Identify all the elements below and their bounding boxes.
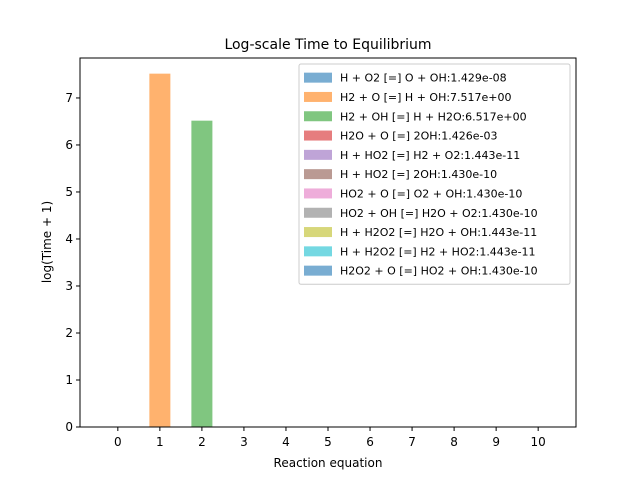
legend-swatch [304,169,332,180]
legend-label: H + H2O2 [=] H2O + OH:1.443e-11 [340,226,537,239]
legend-label: H2O2 + O [=] HO2 + OH:1.430e-10 [340,265,538,278]
legend-label: H + O2 [=] O + OH:1.429e-08 [340,72,507,85]
legend-box [298,63,571,285]
x-tick-label: 1 [156,435,164,449]
legend-swatch [304,207,332,218]
x-tick-label: 3 [240,435,248,449]
x-tick-label: 10 [531,435,546,449]
y-tick-label: 1 [65,373,73,387]
y-tick-label: 2 [65,326,73,340]
x-tick-label: 4 [282,435,290,449]
legend-swatch [304,227,332,238]
legend-label: H + HO2 [=] 2OH:1.430e-10 [340,168,497,181]
y-tick-label: 0 [65,420,73,434]
x-axis-label: Reaction equation [274,456,383,470]
x-tick-label: 9 [492,435,500,449]
legend-label: HO2 + O [=] O2 + OH:1.430e-10 [340,187,522,200]
x-tick-label: 7 [408,435,416,449]
legend-label: H2O + O [=] 2OH:1.426e-03 [340,130,497,143]
y-axis-label: log(Time + 1) [40,201,54,283]
legend-swatch [304,188,332,199]
legend: H + O2 [=] O + OH:1.429e-08 H2 + O [=] H … [298,63,571,285]
plot-frame [79,57,577,428]
legend-label: H2 + O [=] H + OH:7.517e+00 [340,91,512,104]
legend-label: H2 + OH [=] H + H2O:6.517e+00 [340,110,527,123]
legend-swatch [304,130,332,141]
legend-swatch [304,91,332,102]
x-tick-label: 8 [450,435,458,449]
legend-label: HO2 + OH [=] H2O + O2:1.430e-10 [340,207,538,220]
legend-swatch [304,111,332,122]
legend-swatch [304,246,332,257]
legend-label: H + HO2 [=] H2 + O2:1.443e-11 [340,149,520,162]
y-axis: 0 1 2 3 4 5 6 7 [65,91,80,434]
legend-swatch [304,149,332,160]
x-tick-label: 2 [198,435,206,449]
x-axis: 0 1 2 3 4 5 6 7 8 9 10 [114,427,546,449]
x-tick-label: 0 [114,435,122,449]
legend-swatch [304,265,332,276]
chart-title: Log-scale Time to Equilibrium [224,37,431,53]
bar-1 [149,73,171,427]
bar-2 [191,120,213,428]
y-tick-label: 7 [65,91,73,105]
bars-group [149,73,213,428]
y-tick-label: 6 [65,138,73,152]
y-tick-label: 3 [65,279,73,293]
y-tick-label: 5 [65,185,73,199]
y-tick-label: 4 [65,232,73,246]
legend-label: H + H2O2 [=] H2 + HO2:1.443e-11 [340,245,536,258]
x-tick-label: 6 [366,435,374,449]
x-tick-label: 5 [324,435,332,449]
legend-swatch [304,72,332,83]
